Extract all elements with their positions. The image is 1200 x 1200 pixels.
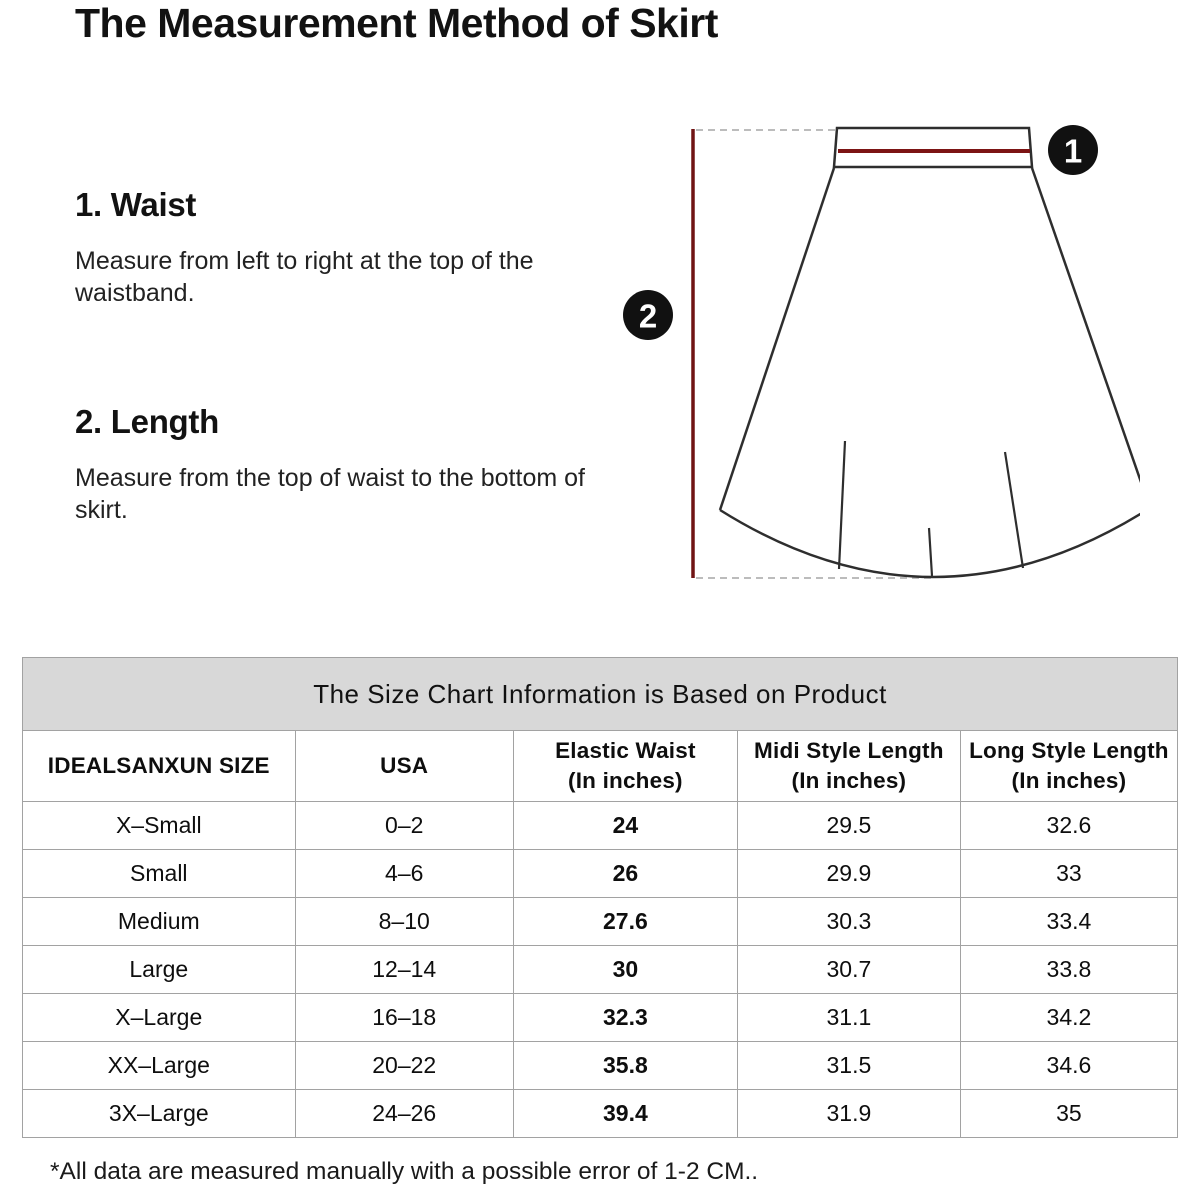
instruction-waist-body: Measure from left to right at the top of… bbox=[75, 247, 534, 307]
waist-cell: 26 bbox=[512, 849, 738, 898]
marker-1-badge: 1 bbox=[1048, 125, 1098, 175]
usa-cell: 12–14 bbox=[294, 945, 514, 994]
footnote: *All data are measured manually with a p… bbox=[50, 1158, 759, 1185]
column-header-elastic-waist: Elastic Waist (In inches) bbox=[512, 730, 738, 802]
midi-length-cell: 30.3 bbox=[736, 897, 961, 946]
usa-cell: 20–22 bbox=[294, 1041, 514, 1090]
table-row: Large 12–14 30 30.7 33.8 bbox=[22, 945, 1179, 994]
instruction-length-body: Measure from the top of waist to the bot… bbox=[75, 464, 585, 524]
pleat-line bbox=[927, 527, 934, 577]
waist-cell: 30 bbox=[512, 945, 738, 994]
long-length-cell: 32.6 bbox=[959, 801, 1179, 850]
waist-cell: 24 bbox=[512, 801, 738, 850]
column-header-long-length: Long Style Length (In inches) bbox=[959, 730, 1179, 802]
table-row: X–Small 0–2 24 29.5 32.6 bbox=[22, 801, 1179, 850]
skirt-diagram: 1 2 bbox=[620, 100, 1152, 600]
column-header-usa: USA bbox=[294, 730, 514, 802]
size-cell: 3X–Large bbox=[22, 1089, 296, 1138]
midi-length-cell: 31.1 bbox=[736, 993, 961, 1042]
midi-length-cell: 31.9 bbox=[736, 1089, 961, 1138]
skirt-hem bbox=[719, 506, 1151, 579]
long-length-cell: 34.6 bbox=[959, 1041, 1179, 1090]
midi-length-cell: 31.5 bbox=[736, 1041, 961, 1090]
midi-length-cell: 29.9 bbox=[736, 849, 961, 898]
waist-cell: 35.8 bbox=[512, 1041, 738, 1090]
size-chart-table: The Size Chart Information is Based on P… bbox=[22, 657, 1179, 1138]
usa-cell: 16–18 bbox=[294, 993, 514, 1042]
column-header-brand-size: IDEALSANXUN SIZE bbox=[22, 730, 296, 802]
size-cell: Small bbox=[22, 849, 296, 898]
usa-cell: 8–10 bbox=[294, 897, 514, 946]
midi-length-cell: 30.7 bbox=[736, 945, 961, 994]
long-length-cell: 35 bbox=[959, 1089, 1179, 1138]
size-cell: Large bbox=[22, 945, 296, 994]
waist-cell: 27.6 bbox=[512, 897, 738, 946]
pleat-line bbox=[1003, 451, 1025, 569]
midi-length-cell: 29.5 bbox=[736, 801, 961, 850]
instruction-waist: 1. Waist Measure from left to right at t… bbox=[75, 186, 585, 310]
waist-cell: 32.3 bbox=[512, 993, 738, 1042]
long-length-cell: 33.4 bbox=[959, 897, 1179, 946]
table-row: 3X–Large 24–26 39.4 31.9 35 bbox=[22, 1089, 1179, 1138]
table-row: X–Large 16–18 32.3 31.1 34.2 bbox=[22, 993, 1179, 1042]
skirt-left-side bbox=[718, 167, 836, 511]
table-row: Medium 8–10 27.6 30.3 33.4 bbox=[22, 897, 1179, 946]
column-header-midi-length: Midi Style Length (In inches) bbox=[736, 730, 961, 802]
table-row: XX–Large 20–22 35.8 31.5 34.6 bbox=[22, 1041, 1179, 1090]
instruction-length-heading: 2. Length bbox=[75, 403, 219, 440]
pleat-line bbox=[837, 440, 847, 570]
long-length-cell: 33.8 bbox=[959, 945, 1179, 994]
size-chart: The Size Chart Information is Based on P… bbox=[22, 657, 1179, 1138]
column-header-row: IDEALSANXUN SIZE USA Elastic Waist (In i… bbox=[22, 730, 1179, 802]
instruction-length: 2. Length Measure from the top of waist … bbox=[75, 403, 585, 527]
size-cell: X–Large bbox=[22, 993, 296, 1042]
marker-2-badge: 2 bbox=[623, 290, 673, 340]
waist-cell: 39.4 bbox=[512, 1089, 738, 1138]
waistband bbox=[832, 126, 1034, 169]
instruction-waist-heading: 1. Waist bbox=[75, 186, 197, 223]
page-title: The Measurement Method of Skirt bbox=[75, 0, 718, 46]
usa-cell: 24–26 bbox=[294, 1089, 514, 1138]
skirt-right-side bbox=[1030, 167, 1152, 509]
long-length-cell: 34.2 bbox=[959, 993, 1179, 1042]
size-cell: Medium bbox=[22, 897, 296, 946]
usa-cell: 0–2 bbox=[294, 801, 514, 850]
table-row: Small 4–6 26 29.9 33 bbox=[22, 849, 1179, 898]
marker-2-label: 2 bbox=[639, 298, 657, 335]
skirt-diagram-svg: 1 2 bbox=[623, 125, 1152, 579]
usa-cell: 4–6 bbox=[294, 849, 514, 898]
marker-1-label: 1 bbox=[1064, 133, 1082, 170]
size-cell: X–Small bbox=[22, 801, 296, 850]
long-length-cell: 33 bbox=[959, 849, 1179, 898]
size-cell: XX–Large bbox=[22, 1041, 296, 1090]
size-chart-title: The Size Chart Information is Based on P… bbox=[22, 657, 1178, 731]
